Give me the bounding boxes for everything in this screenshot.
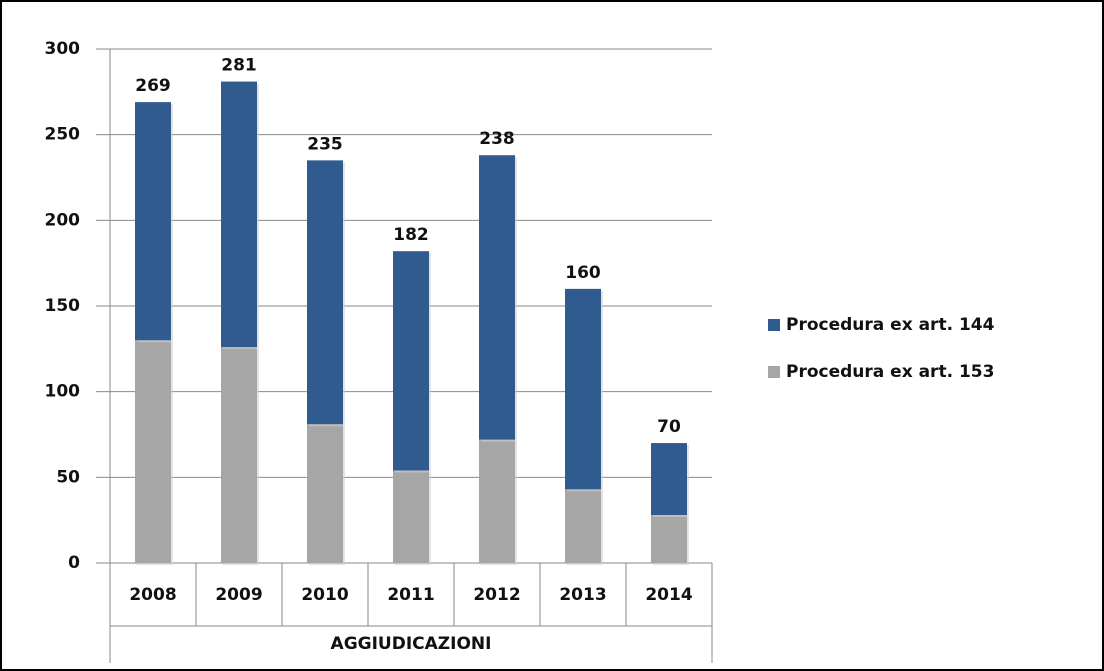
y-tick-label: 150 — [45, 296, 81, 316]
y-tick-label: 50 — [56, 467, 80, 487]
bar-segment — [393, 470, 429, 563]
legend-label: Procedura ex art. 144 — [786, 315, 995, 335]
bar-segment — [221, 81, 257, 348]
legend-label: Procedura ex art. 153 — [786, 362, 994, 382]
total-label: 269 — [135, 76, 171, 96]
x-tick-label: 2012 — [473, 585, 520, 605]
bar-segment — [565, 288, 601, 490]
total-label: 235 — [307, 134, 343, 154]
bar-segment — [479, 439, 515, 563]
bar-segment — [565, 489, 601, 563]
y-tick-label: 0 — [68, 553, 80, 573]
y-tick-label: 300 — [45, 39, 81, 59]
total-label: 182 — [393, 225, 429, 245]
x-tick-label: 2014 — [645, 585, 692, 605]
x-tick-label: 2009 — [215, 585, 262, 605]
bar-segment — [135, 340, 171, 563]
x-group-label: AGGIUDICAZIONI — [331, 634, 492, 654]
total-label: 238 — [479, 129, 515, 149]
bar-segment — [221, 347, 257, 563]
x-tick-label: 2011 — [387, 585, 434, 605]
x-tick-label: 2010 — [301, 585, 348, 605]
bar-segment — [479, 155, 515, 440]
bar-segment — [651, 515, 687, 563]
y-tick-label: 250 — [45, 125, 81, 145]
total-label: 70 — [657, 417, 681, 437]
bar-segment — [135, 102, 171, 341]
x-tick-label: 2013 — [559, 585, 606, 605]
bar-segment — [307, 160, 343, 425]
total-label: 281 — [221, 56, 257, 76]
bar-segment — [307, 424, 343, 563]
bar-segment — [651, 443, 687, 516]
bar-segment — [393, 251, 429, 471]
legend-swatch — [768, 366, 780, 378]
x-tick-label: 2008 — [129, 585, 176, 605]
y-tick-label: 100 — [45, 382, 81, 402]
y-tick-label: 200 — [45, 210, 81, 230]
total-label: 160 — [565, 263, 601, 283]
legend-swatch — [768, 319, 780, 331]
